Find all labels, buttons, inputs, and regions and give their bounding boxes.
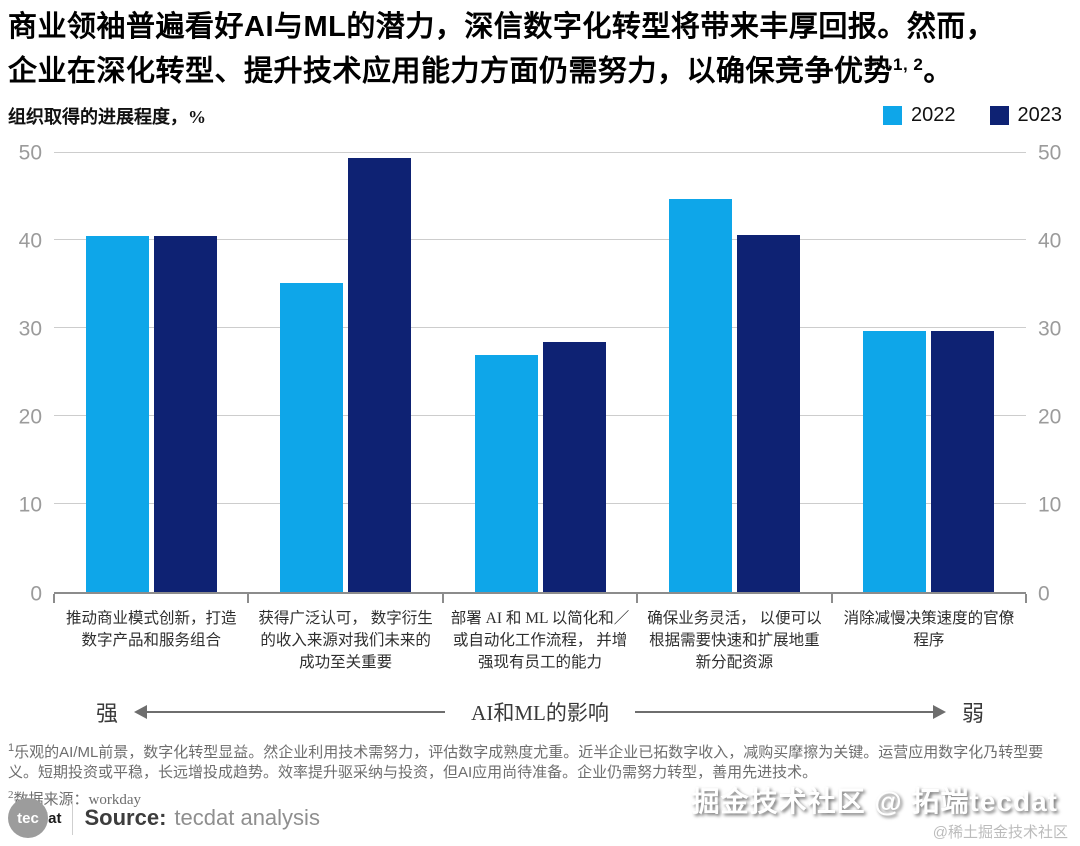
chart-legend: 2022 2023 <box>883 104 1062 127</box>
gridline-40 <box>54 239 1026 241</box>
x-tick-mark <box>830 593 833 603</box>
chart-header: 组织取得的进展程度，% 2022 2023 <box>0 91 1080 129</box>
y-tick-label-0: 0 <box>1038 582 1050 606</box>
bar-group-1 <box>54 153 248 592</box>
y-tick-label-20: 20 <box>18 405 42 429</box>
category-label-4: 确保业务灵活， 以便可以根据需要快速和扩展地重新分配资源 <box>647 609 822 671</box>
footnote-1: 1乐观的AI/ML前景，数字化转型显益。然企业利用技术需努力，评估数字成熟度尤重… <box>8 738 1070 783</box>
category-label-2: 获得广泛认可， 数字衍生的收入来源对我们未来的成功至关重要 <box>258 609 433 671</box>
source-label: Source: <box>84 805 167 830</box>
page-title: 商业领袖普遍看好AI与ML的潜力，深信数字化转型将带来丰厚回报。然而， 企业在深… <box>0 0 1080 91</box>
impact-weak-label: 弱 <box>962 700 985 726</box>
arrow-left-icon <box>134 704 446 719</box>
bar-2022-group-4 <box>668 199 732 592</box>
plot-row: 0 10 20 30 40 50 0 10 20 30 40 50 <box>0 142 1080 604</box>
gridline-50 <box>54 151 1026 153</box>
x-tick-mark <box>441 593 444 603</box>
x-tick-mark <box>636 593 639 603</box>
y-tick-label-40: 40 <box>18 229 42 253</box>
footnote-2-text: 数据来源：workday <box>13 791 142 808</box>
bar-2023-group-1 <box>153 236 217 592</box>
bar-group-3 <box>443 153 637 592</box>
x-tick-mark <box>247 593 250 603</box>
legend-label-2023: 2023 <box>1017 104 1063 127</box>
bar-group-5 <box>832 153 1026 592</box>
bar-2022-group-2 <box>280 282 344 592</box>
legend-swatch-2022 <box>883 106 902 126</box>
bar-2022-group-5 <box>863 330 927 592</box>
y-tick-label-0: 0 <box>30 582 42 606</box>
title-line2: 企业在深化转型、提升技术应用能力方面仍需努力，以确保竞争优势 <box>8 55 894 88</box>
footnote-2: 2数据来源：workday <box>8 785 1070 810</box>
bar-groups <box>54 153 1026 592</box>
y-tick-label-40: 40 <box>1038 229 1062 253</box>
bar-2023-group-5 <box>931 330 995 592</box>
bar-2022-group-3 <box>474 355 538 592</box>
tecdat-logo-icon: tec <box>8 798 48 838</box>
arrow-right-icon <box>634 704 947 719</box>
x-tick-mark <box>53 593 55 603</box>
footnote-1-marker: 1 <box>8 741 15 754</box>
legend-item-2023: 2023 <box>989 104 1063 127</box>
impact-axis-row: 强 AI和ML的影响 弱 <box>54 696 1026 728</box>
impact-axis-title: AI和ML的影响 <box>471 700 609 725</box>
source-divider <box>71 801 73 835</box>
y-tick-label-10: 10 <box>1038 493 1062 517</box>
category-label-1: 推动商业模式创新，打造数字产品和服务组合 <box>65 609 237 649</box>
y-tick-label-50: 50 <box>1038 141 1062 165</box>
y-tick-label-20: 20 <box>1038 405 1062 429</box>
x-tick-mark <box>1025 593 1027 603</box>
footnote-1-text: 乐观的AI/ML前景，数字化转型显益。然企业利用技术需努力，评估数字成熟度尤重。… <box>8 743 1044 781</box>
y-axis-right: 0 10 20 30 40 50 <box>1026 142 1080 604</box>
title-line2-end: 。 <box>923 55 953 88</box>
footnote-2-marker: 2 <box>8 788 14 801</box>
chart-subtitle: 组织取得的进展程度，% <box>8 106 206 127</box>
category-label-3: 部署 AI 和 ML 以简化和／或自动化工作流程， 并增强现有员工的能力 <box>450 609 630 671</box>
source-row: tec dat Source: tecdat analysis <box>8 798 320 838</box>
watermark-sub: @稀土掘金技术社区 <box>932 824 1068 841</box>
bar-group-4 <box>637 153 831 592</box>
impact-strong-label: 强 <box>96 700 119 726</box>
bar-chart: 0 10 20 30 40 50 0 10 20 30 40 50 推动商业模式创新，打造数字产品和… <box>0 142 1080 728</box>
y-tick-label-50: 50 <box>18 141 42 165</box>
bar-2023-group-2 <box>348 157 412 592</box>
y-tick-label-30: 30 <box>18 317 42 341</box>
bar-2023-group-3 <box>542 342 606 592</box>
y-axis-left: 0 10 20 30 40 50 <box>0 142 54 604</box>
title-line1: 商业领袖普遍看好AI与ML的潜力，深信数字化转型将带来丰厚回报。然而， <box>8 11 996 43</box>
category-label-5: 消除减慢决策速度的官僚程序 <box>843 609 1015 649</box>
plot-area <box>53 151 1027 603</box>
gridline-20 <box>54 415 1026 417</box>
y-tick-label-10: 10 <box>18 493 42 517</box>
bar-2023-group-4 <box>736 235 800 592</box>
watermark-main: 掘金技术社区 @ 拓端tecdat <box>691 786 1058 817</box>
legend-item-2022: 2022 <box>883 104 956 127</box>
gridline-10 <box>54 502 1026 504</box>
source-value: tecdat analysis <box>174 805 320 830</box>
bar-2022-group-1 <box>85 236 149 592</box>
footnotes: 1乐观的AI/ML前景，数字化转型显益。然企业利用技术需努力，评估数字成熟度尤重… <box>8 738 1072 810</box>
y-tick-label-30: 30 <box>1038 317 1062 341</box>
legend-label-2022: 2022 <box>911 104 956 127</box>
legend-swatch-2023 <box>989 106 1009 126</box>
title-footnote-marker: 1, 2 <box>893 55 924 74</box>
bar-group-2 <box>248 153 442 592</box>
category-labels-row: 推动商业模式创新，打造数字产品和服务组合 获得广泛认可， 数字衍生的收入来源对我们… <box>54 608 1026 674</box>
gridline-30 <box>54 327 1026 329</box>
